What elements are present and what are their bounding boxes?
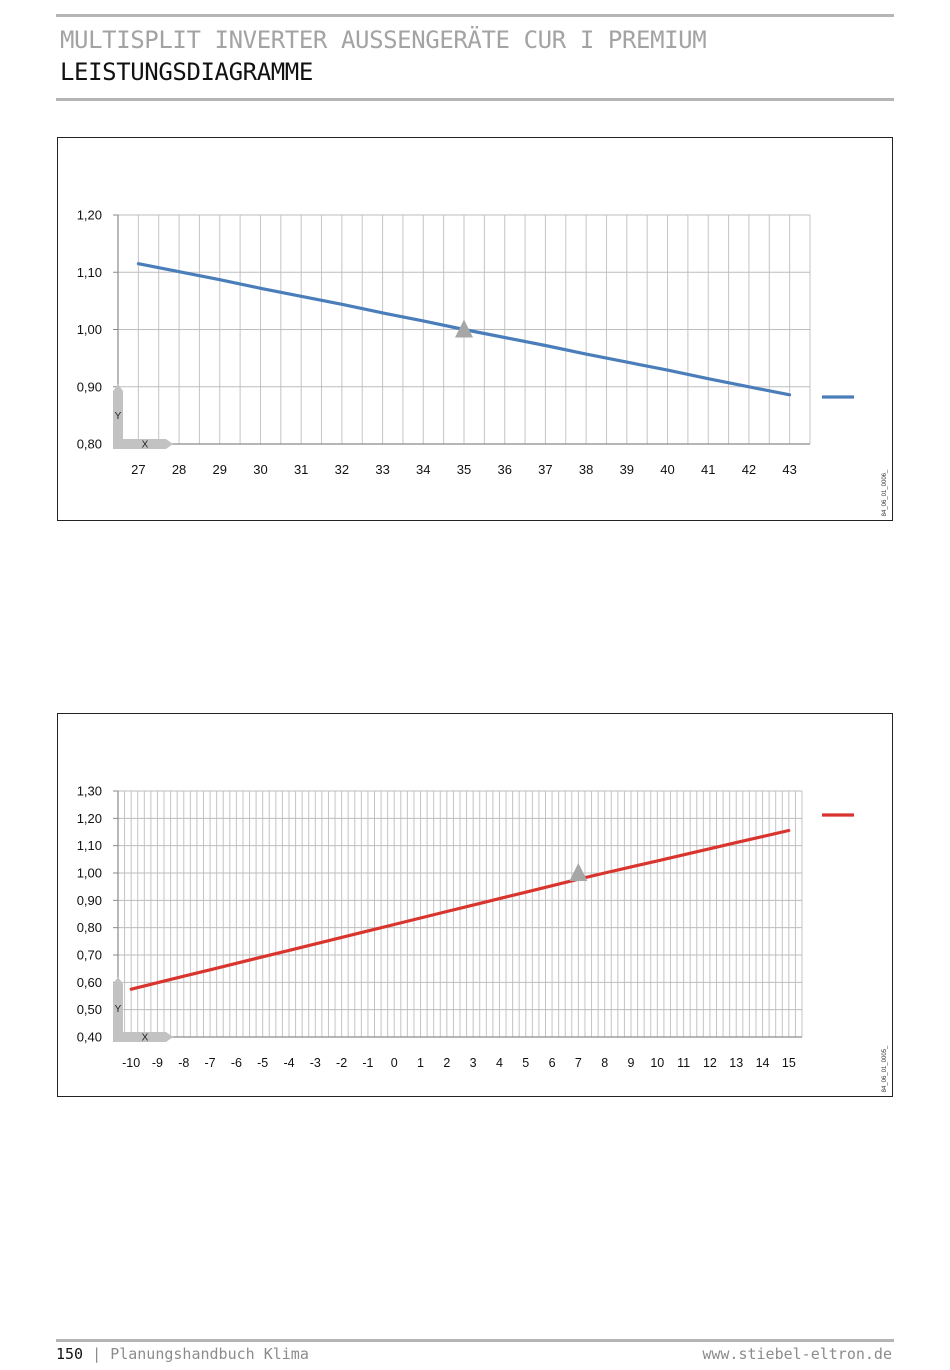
x-tick-label: 38 — [579, 462, 593, 477]
x-tick-label: 14 — [756, 1056, 770, 1070]
x-tick-label: 28 — [172, 462, 186, 477]
y-tick-label: 0,60 — [77, 975, 102, 990]
figure-code: 84_06_01_0005_ — [882, 1045, 888, 1092]
y-tick-label: 1,00 — [77, 322, 102, 337]
x-tick-label: 35 — [457, 462, 471, 477]
y-tick-label: 0,90 — [77, 893, 102, 908]
x-tick-label: -1 — [362, 1056, 373, 1070]
x-tick-label: 8 — [601, 1056, 608, 1070]
x-tick-label: 7 — [575, 1056, 582, 1070]
page-title: LEISTUNGSDIAGRAMME — [60, 58, 313, 86]
axis-badge-y: Y — [115, 411, 122, 422]
axis-badge-x: X — [142, 440, 149, 451]
x-tick-label: -7 — [205, 1056, 216, 1070]
y-tick-label: 0,50 — [77, 1002, 102, 1017]
y-tick-label: 1,20 — [77, 811, 102, 826]
x-tick-label: -8 — [178, 1056, 189, 1070]
x-tick-label: -4 — [283, 1056, 294, 1070]
chart-canvas: 0,40 0,50 0,60 0,70 0,80 0,90 1,00 1,10 1,20 1,30… — [77, 784, 888, 1093]
chart-canvas: 0,80 0,90 1,00 1,10 1,20 27 28 29 30 31 32 33 34 35 36… — [77, 208, 888, 517]
x-tick-label: 43 — [782, 462, 796, 477]
reference-marker — [455, 319, 473, 338]
x-tick-label: -2 — [336, 1056, 347, 1070]
x-tick-label: 29 — [213, 462, 227, 477]
performance-chart-heating: 0,40 0,50 0,60 0,70 0,80 0,90 1,00 1,10 1,20 1,30… — [57, 713, 893, 1097]
x-tick-label: 34 — [416, 462, 430, 477]
page-number: 150 — [56, 1345, 84, 1363]
x-tick-label: 42 — [742, 462, 756, 477]
x-tick-label: 6 — [549, 1056, 556, 1070]
x-tick-label: 15 — [782, 1056, 796, 1070]
x-tick-label: 32 — [335, 462, 349, 477]
axis-badge-x: X — [142, 1033, 149, 1044]
x-tick-label: 0 — [391, 1056, 398, 1070]
reference-marker — [569, 863, 588, 881]
axis-badge-arrow — [113, 384, 173, 449]
x-tick-label: 4 — [496, 1056, 503, 1070]
x-tick-label: 12 — [703, 1056, 717, 1070]
x-tick-label: 39 — [620, 462, 634, 477]
top-rule — [56, 14, 894, 17]
x-tick-label: 13 — [729, 1056, 743, 1070]
x-tick-label: 5 — [522, 1056, 529, 1070]
x-tick-label: -5 — [257, 1056, 268, 1070]
section-subtitle: MULTISPLIT INVERTER AUSSENGERÄTE CUR I P… — [60, 26, 707, 54]
book-title: Planungshandbuch Klima — [110, 1345, 309, 1363]
x-tick-label: 30 — [253, 462, 267, 477]
y-tick-label: 0,80 — [77, 437, 102, 452]
y-tick-label: 1,10 — [77, 265, 102, 280]
x-tick-label: 3 — [470, 1056, 477, 1070]
x-tick-label: 40 — [660, 462, 674, 477]
header-rule — [56, 98, 894, 101]
y-tick-label: 1,00 — [77, 866, 102, 881]
y-tick-label: 0,80 — [77, 920, 102, 935]
y-tick-label: 1,20 — [77, 208, 102, 223]
y-tick-label: 1,10 — [77, 838, 102, 853]
axis-badge-y: Y — [115, 1004, 122, 1015]
axis-badge-arrow — [113, 977, 173, 1042]
series-line — [129, 828, 791, 991]
performance-chart-cooling: 0,80 0,90 1,00 1,10 1,20 27 28 29 30 31 32 33 34 35 36… — [57, 137, 893, 521]
x-tick-label: -3 — [310, 1056, 321, 1070]
footer-left: 150 | Planungshandbuch Klima — [56, 1345, 309, 1363]
y-tick-label: 0,40 — [77, 1030, 102, 1045]
footer-rule — [56, 1339, 894, 1342]
x-tick-label: 11 — [677, 1056, 690, 1070]
x-tick-label: 37 — [538, 462, 552, 477]
x-tick-label: 10 — [650, 1056, 664, 1070]
x-tick-label: 41 — [701, 462, 715, 477]
x-tick-label: -10 — [122, 1056, 140, 1070]
x-tick-label: -6 — [231, 1056, 242, 1070]
x-tick-label: 36 — [497, 462, 511, 477]
y-tick-label: 1,30 — [77, 784, 102, 799]
x-tick-label: 27 — [131, 462, 145, 477]
y-tick-label: 0,90 — [77, 379, 102, 394]
x-tick-label: 2 — [443, 1056, 450, 1070]
x-tick-label: 31 — [294, 462, 308, 477]
x-tick-label: 9 — [628, 1056, 635, 1070]
footer-separator: | — [92, 1345, 102, 1363]
figure-code: 84_06_01_0006_ — [882, 469, 888, 516]
x-tick-label: -9 — [152, 1056, 163, 1070]
x-tick-label: 33 — [375, 462, 389, 477]
x-tick-label: 1 — [417, 1056, 424, 1070]
website-url[interactable]: www.stiebel-eltron.de — [702, 1345, 892, 1363]
y-tick-label: 0,70 — [77, 948, 102, 963]
